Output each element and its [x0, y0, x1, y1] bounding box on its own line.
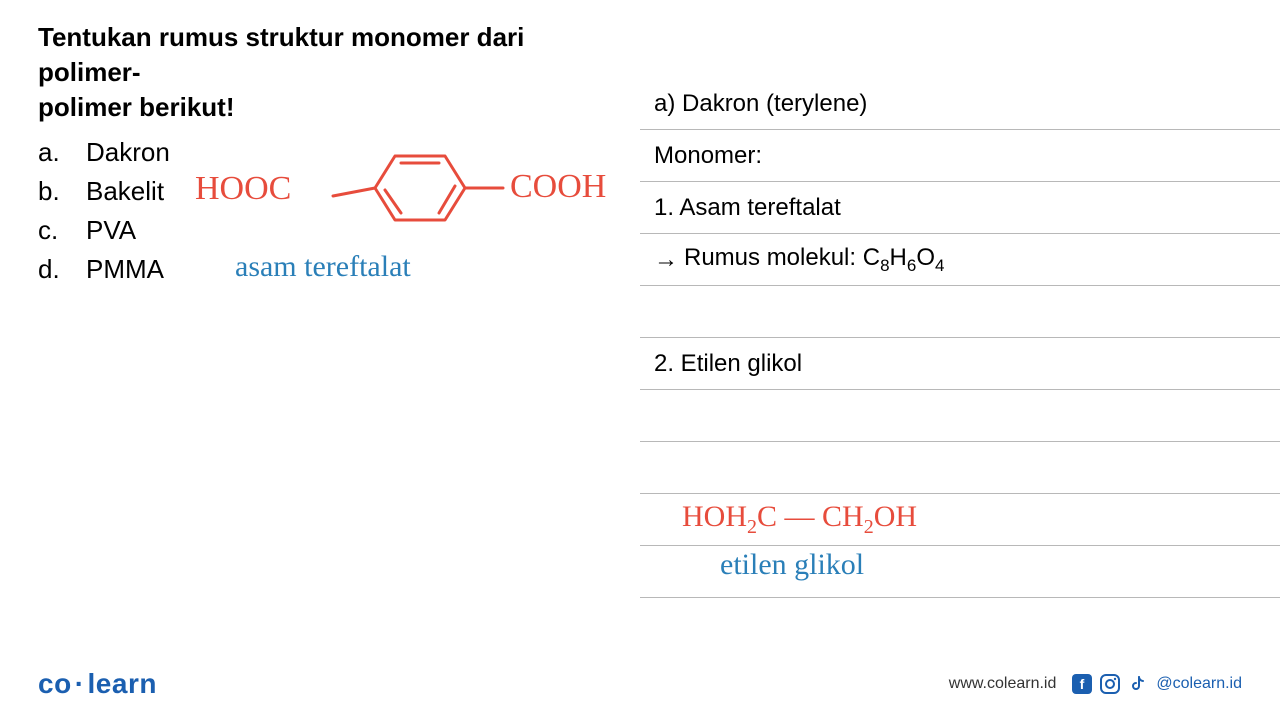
chemistry-diagram: HOOC COOH — [190, 130, 620, 250]
notebook-line-5 — [640, 286, 1280, 338]
notebook-line-7 — [640, 390, 1280, 442]
tiktok-icon — [1128, 674, 1148, 694]
footer: co·learn www.colearn.id f @colearn.id — [0, 668, 1280, 700]
logo-dot-icon: · — [75, 668, 85, 699]
arrow-right-icon: → — [654, 246, 678, 274]
notebook-line-1: a) Dakron (terylene) — [640, 78, 1280, 130]
notebook-line-2: Monomer: — [640, 130, 1280, 182]
footer-url: www.colearn.id — [949, 675, 1057, 693]
option-text-a: Dakron — [86, 133, 170, 172]
option-letter-c: c. — [38, 211, 86, 250]
svg-text:f: f — [1080, 676, 1085, 692]
footer-right: www.colearn.id f @colearn.id — [949, 674, 1242, 694]
option-letter-a: a. — [38, 133, 86, 172]
hooc-label: HOOC — [195, 170, 291, 208]
instagram-icon — [1100, 674, 1120, 694]
question-title: Tentukan rumus struktur monomer dari pol… — [38, 20, 598, 125]
question-line1: Tentukan rumus struktur monomer dari pol… — [38, 22, 524, 87]
question-line2: polimer berikut! — [38, 92, 234, 122]
cooh-label: COOH — [510, 168, 606, 206]
ethylene-glycol-formula-handwritten: HOH2C — CH2OH — [682, 500, 917, 539]
logo-part1: co — [38, 668, 72, 699]
asam-tereftalat-handwritten: asam tereftalat — [235, 250, 411, 284]
social-icons: f @colearn.id — [1072, 674, 1242, 694]
option-text-c: PVA — [86, 211, 136, 250]
option-text-d: PMMA — [86, 250, 164, 289]
etilen-glikol-handwritten: etilen glikol — [720, 548, 864, 582]
notebook-line-3: 1. Asam tereftalat — [640, 182, 1280, 234]
social-handle: @colearn.id — [1156, 675, 1242, 693]
facebook-icon: f — [1072, 674, 1092, 694]
option-text-b: Bakelit — [86, 172, 164, 211]
notebook-line-6: 2. Etilen glikol — [640, 338, 1280, 390]
option-letter-b: b. — [38, 172, 86, 211]
option-letter-d: d. — [38, 250, 86, 289]
notebook-line-8 — [640, 442, 1280, 494]
notebook-line-4: → Rumus molekul: C8H6O4 — [640, 234, 1280, 286]
benzene-ring-icon — [315, 138, 505, 238]
logo-part2: learn — [88, 668, 157, 699]
formula-label: Rumus molekul: C8H6O4 — [684, 244, 944, 276]
colearn-logo: co·learn — [38, 668, 157, 700]
